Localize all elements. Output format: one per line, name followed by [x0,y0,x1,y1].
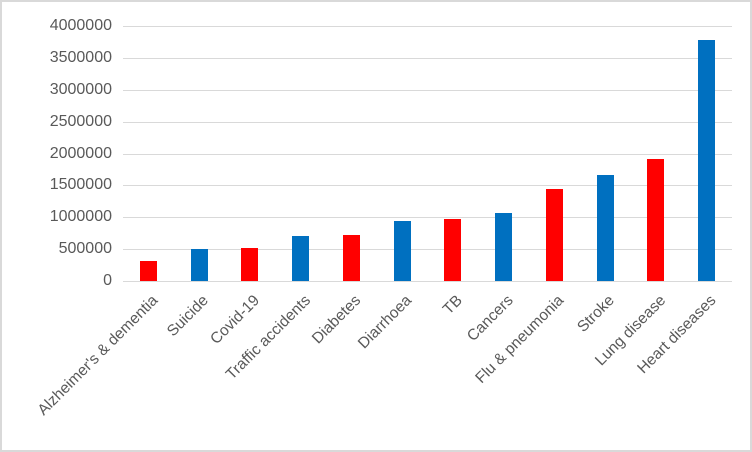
x-axis-tick-label: Stroke [574,292,619,336]
bar-heart-diseases [698,40,715,281]
bar-cancers [495,213,512,281]
bar-flu-pneumonia [546,189,563,281]
x-axis-tick-label: Diarrhoea [354,292,416,353]
gridline-y-3000000 [123,90,732,91]
y-axis-tick-label: 3500000 [49,49,112,66]
y-axis-tick-label: 4000000 [49,17,112,34]
y-axis-tick-label: 0 [103,272,112,289]
gridline-y-0 [123,281,732,282]
bar-suicide [191,249,208,281]
x-axis-tick-label: TB [439,292,466,319]
bar-stroke [597,175,614,281]
y-axis-tick-label: 1000000 [49,208,112,225]
gridline-y-2000000 [123,154,732,155]
bar-diabetes [343,235,360,281]
y-axis-tick-label: 500000 [58,240,112,257]
bar-diarrhoea [394,221,411,281]
gridline-y-3500000 [123,58,732,59]
y-axis-tick-label: 2500000 [49,113,112,130]
gridline-y-1500000 [123,185,732,186]
bar-traffic-accidents [292,236,309,281]
gridline-y-2500000 [123,122,732,123]
gridline-y-1000000 [123,217,732,218]
gridline-y-500000 [123,249,732,250]
y-axis-tick-label: 1500000 [49,176,112,193]
y-axis-tick-label: 3000000 [49,81,112,98]
x-axis-tick-label: Alzheimer's & dementia [34,292,162,419]
bar-covid-19 [241,248,258,281]
x-axis-tick-label: Flu & pneumonia [472,292,568,387]
x-axis-tick-label: Suicide [164,292,213,340]
y-axis-tick-label: 2000000 [49,145,112,162]
gridline-y-4000000 [123,26,732,27]
bar-tb [444,219,461,281]
bar-alzheimer-s-dementia [140,261,157,281]
bar-lung-disease [647,159,664,281]
